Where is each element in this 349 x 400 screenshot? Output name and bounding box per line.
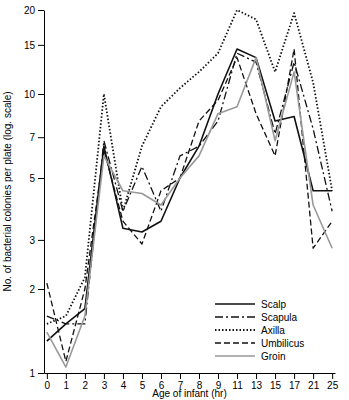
x-tick: 21 xyxy=(308,373,320,391)
x-tick-mark xyxy=(199,373,200,379)
y-tick: 3 xyxy=(29,235,44,246)
y-tick-mark xyxy=(38,137,44,138)
y-tick-mark xyxy=(38,289,44,290)
series-line xyxy=(47,49,332,341)
x-tick-label: 1 xyxy=(64,380,70,391)
y-tick-mark xyxy=(38,45,44,46)
x-tick-mark xyxy=(161,373,162,379)
legend-entry: Scapula xyxy=(215,312,298,323)
series-line xyxy=(47,53,332,324)
y-tick-label: 10 xyxy=(24,89,36,100)
x-tick: 25 xyxy=(327,373,339,391)
x-tick: 0 xyxy=(45,373,51,391)
series-line xyxy=(47,58,332,367)
legend-entry: Umbilicus xyxy=(215,338,304,349)
legend-entry: Axilla xyxy=(215,325,285,336)
x-tick-label: 11 xyxy=(232,380,243,391)
x-tick: 11 xyxy=(232,373,243,391)
x-tick-mark xyxy=(47,373,48,379)
y-tick-mark xyxy=(38,240,44,241)
x-tick-mark xyxy=(313,373,314,379)
x-tick: 4 xyxy=(121,373,127,391)
legend-swatch xyxy=(215,329,255,331)
y-tick-label: 1 xyxy=(29,368,35,379)
y-tick-mark xyxy=(38,10,44,11)
y-tick-mark xyxy=(38,373,44,374)
x-tick-mark xyxy=(66,373,67,379)
x-tick-label: 25 xyxy=(327,380,339,391)
x-tick-mark xyxy=(142,373,143,379)
y-tick-label: 2 xyxy=(29,284,35,295)
x-tick-label: 3 xyxy=(102,380,108,391)
x-tick-label: 5 xyxy=(140,380,146,391)
y-tick: 5 xyxy=(29,173,44,184)
x-tick-mark xyxy=(332,373,333,379)
x-tick: 13 xyxy=(251,373,263,391)
x-tick-label: 0 xyxy=(45,380,51,391)
y-tick: 7 xyxy=(29,132,44,143)
legend-label: Axilla xyxy=(261,325,285,336)
legend-label: Groin xyxy=(261,351,285,362)
legend-entry: Groin xyxy=(215,351,285,362)
chart: 123571015200123456789111315172125ScalpSc… xyxy=(0,0,349,400)
y-tick: 2 xyxy=(29,284,44,295)
x-axis-title: Age of infant (hr) xyxy=(152,388,226,399)
legend-label: Scalp xyxy=(261,299,286,310)
x-tick-label: 13 xyxy=(251,380,263,391)
y-axis: 1 2 3 5 7 10 15 20 xyxy=(24,5,45,379)
legend-entry: Scalp xyxy=(215,299,286,310)
x-tick-label: 15 xyxy=(270,380,282,391)
y-tick-label: 15 xyxy=(24,40,36,51)
y-tick-label: 3 xyxy=(29,235,35,246)
plot: 123571015200123456789111315172125ScalpSc… xyxy=(24,5,339,391)
legend-label: Scapula xyxy=(261,312,298,323)
lines xyxy=(47,10,332,367)
x-tick-label: 17 xyxy=(289,380,301,391)
y-tick-label: 20 xyxy=(24,5,36,16)
x-tick-mark xyxy=(85,373,86,379)
legend-swatch xyxy=(215,303,255,305)
x-tick: 3 xyxy=(102,373,108,391)
x-tick-mark xyxy=(256,373,257,379)
x-axis-line xyxy=(45,373,336,374)
y-tick: 20 xyxy=(24,5,44,16)
x-tick: 15 xyxy=(270,373,282,391)
legend-swatch xyxy=(215,342,255,343)
x-tick-label: 4 xyxy=(121,380,127,391)
x-tick-label: 21 xyxy=(308,380,320,391)
x-tick-label: 2 xyxy=(83,380,89,391)
x-tick: 17 xyxy=(289,373,301,391)
legend: Scalp Scapula Axilla Umbilicus Groin xyxy=(215,299,304,362)
x-tick-mark xyxy=(294,373,295,379)
y-axis-title: No. of bacterial colonies per plate (log… xyxy=(2,91,13,291)
y-axis-line xyxy=(44,11,45,374)
legend-swatch xyxy=(215,316,255,317)
x-tick-mark xyxy=(237,373,238,379)
y-tick: 1 xyxy=(29,368,44,379)
x-tick-mark xyxy=(104,373,105,379)
x-tick: 5 xyxy=(140,373,146,391)
x-tick-mark xyxy=(123,373,124,379)
series-line xyxy=(47,49,332,361)
y-tick: 15 xyxy=(24,40,44,51)
y-tick-mark xyxy=(38,94,44,95)
legend-label: Umbilicus xyxy=(261,338,304,349)
legend-swatch xyxy=(215,355,255,357)
x-tick-mark xyxy=(180,373,181,379)
y-tick-mark xyxy=(38,178,44,179)
y-tick: 10 xyxy=(24,89,44,100)
x-tick-mark xyxy=(218,373,219,379)
x-tick-mark xyxy=(275,373,276,379)
y-tick-label: 5 xyxy=(29,173,35,184)
x-tick: 2 xyxy=(83,373,89,391)
x-tick: 1 xyxy=(64,373,70,391)
y-tick-label: 7 xyxy=(29,132,35,143)
